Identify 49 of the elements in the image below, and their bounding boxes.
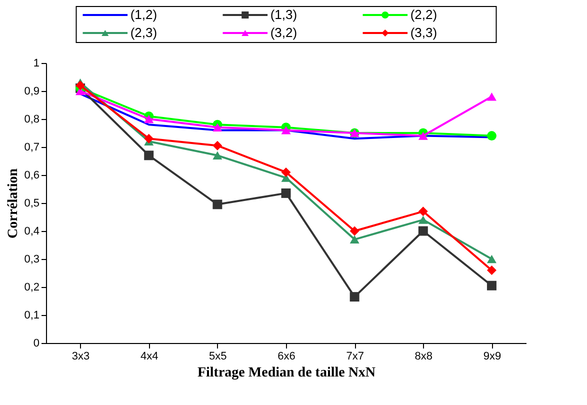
point [144,150,154,160]
point [418,226,428,236]
x-tick-label: 9x9 [483,350,502,362]
y-tick-label: 0,7 [24,142,40,154]
x-tick-label: 6x6 [278,350,296,362]
y-axis-title: Corrélation [6,168,22,238]
legend-label: (3,3) [410,25,438,40]
point [281,188,291,198]
x-tick-label: 8x8 [414,350,433,362]
point [418,132,428,140]
point [418,206,428,216]
point [281,167,291,177]
point [212,123,222,132]
x-axis-title: Filtrage Median de taille NxN [197,366,376,380]
y-tick-label: 0,9 [24,86,40,98]
point [350,226,360,236]
legend-label: (1,3) [270,7,298,22]
point [486,280,496,290]
x-tick-label: 7x7 [346,350,364,362]
y-tick-label: 0,6 [24,170,40,182]
legend-label: (3,2) [270,25,298,40]
y-tick-label: 0,4 [24,226,40,238]
point [212,151,222,160]
point [350,235,360,244]
y-tick-label: 0,1 [24,310,40,322]
y-tick-label: 0,3 [24,254,40,266]
x-tick-label: 5x5 [209,350,227,362]
point [486,92,496,101]
point [486,254,496,264]
legend-label: (2,2) [410,7,438,22]
legend-label: (2,3) [130,25,158,40]
y-tick-label: 0,5 [24,198,40,210]
x-tick-label: 4x4 [140,350,158,362]
y-tick-label: 0,8 [24,114,40,126]
legend-label: (1,2) [130,7,158,22]
point [486,265,496,275]
point [76,80,86,90]
point [144,134,154,144]
point [350,292,360,302]
x-tick-label: 3x3 [72,350,90,362]
point [418,216,428,224]
y-tick-label: 0 [33,338,40,350]
y-tick-label: 0,2 [24,282,40,294]
point [144,114,154,124]
point [212,140,222,150]
point [486,131,496,141]
point [281,126,291,134]
y-tick-label: 1 [33,58,40,70]
point [212,200,222,210]
